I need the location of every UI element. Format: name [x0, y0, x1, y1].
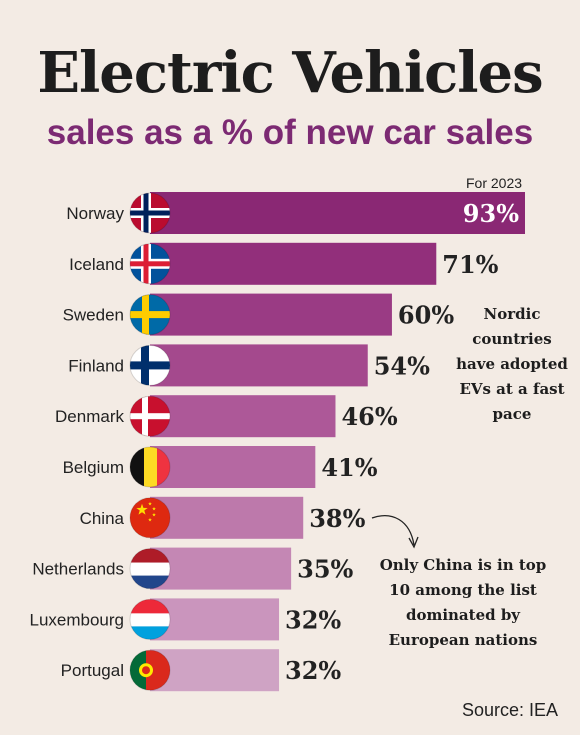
value-label: 93%	[463, 199, 519, 228]
nordic-annotation-line: pace	[492, 405, 532, 423]
bar-norway	[150, 192, 525, 234]
netherlands-flag-icon	[130, 548, 170, 589]
nordic-annotation-line: have adopted	[456, 355, 568, 373]
value-label: 71%	[442, 250, 498, 279]
bar-portugal	[150, 649, 280, 692]
value-label: 35%	[297, 555, 353, 584]
flag-outline	[129, 192, 171, 234]
nordic-annotation-line: Nordic	[483, 305, 541, 323]
chart-subtitle: sales as a % of new car sales	[46, 113, 534, 152]
bar-iceland	[150, 242, 437, 285]
value-label: 46%	[341, 402, 397, 431]
iceland-flag-icon	[130, 243, 170, 284]
source-note: Source: IEA	[462, 700, 559, 720]
china-annotation-line: Only China is in top	[379, 556, 547, 574]
bar-china	[150, 496, 304, 539]
value-label: 32%	[285, 605, 341, 634]
category-label: Belgium	[63, 458, 124, 477]
flag-outline	[129, 294, 171, 336]
bar-belgium	[150, 446, 316, 488]
flag-outline	[129, 243, 171, 285]
flag-outline	[129, 446, 171, 488]
year-note: For 2023	[466, 175, 523, 191]
category-label: Sweden	[63, 306, 124, 325]
luxembourg-flag-icon	[130, 599, 170, 640]
category-label: Portugal	[61, 661, 124, 680]
finland-flag-icon	[130, 345, 170, 386]
category-label: Iceland	[69, 255, 124, 274]
category-label: China	[80, 509, 125, 528]
china-flag-icon	[130, 497, 170, 538]
bar-netherlands	[150, 547, 292, 590]
norway-flag-icon	[130, 193, 170, 233]
sweden-flag-icon	[130, 294, 170, 335]
bar-sweden	[150, 293, 392, 336]
portugal-flag-icon	[130, 650, 170, 691]
belgium-flag-icon	[130, 447, 170, 487]
china-annotation-line: European nations	[388, 631, 538, 649]
chart-title: Electric Vehicles	[37, 40, 543, 106]
arrow-head	[408, 536, 419, 549]
bar-luxembourg	[150, 598, 280, 641]
category-label: Finland	[68, 356, 124, 375]
category-label: Norway	[66, 204, 124, 223]
nordic-annotation: Nordic countries have adopted EVs at a f…	[453, 302, 571, 427]
annotation-arrow	[371, 515, 415, 546]
category-label: Denmark	[55, 407, 124, 426]
denmark-flag-icon	[130, 396, 170, 437]
flag-outline	[129, 598, 171, 640]
flag-outline	[129, 344, 171, 386]
flag-outline	[129, 497, 171, 539]
flag-outline	[129, 395, 171, 437]
bar-denmark	[150, 395, 336, 438]
value-label: 32%	[285, 656, 341, 685]
china-annotation-line: 10 among the list	[389, 581, 537, 599]
value-label: 38%	[309, 504, 365, 533]
nordic-annotation-line: EVs at a fast	[459, 380, 565, 398]
flag-outline	[129, 548, 171, 590]
china-annotation: Only China is in top 10 among the list d…	[378, 553, 548, 653]
value-label: 54%	[374, 351, 430, 380]
value-label: 41%	[321, 453, 377, 482]
category-label: Netherlands	[32, 560, 124, 579]
china-annotation-line: dominated by	[405, 606, 521, 624]
flag-outline	[129, 649, 171, 691]
category-label: Luxembourg	[29, 610, 124, 629]
nordic-annotation-line: countries	[472, 330, 552, 348]
value-label: 60%	[398, 301, 454, 330]
bar-finland	[150, 344, 368, 387]
